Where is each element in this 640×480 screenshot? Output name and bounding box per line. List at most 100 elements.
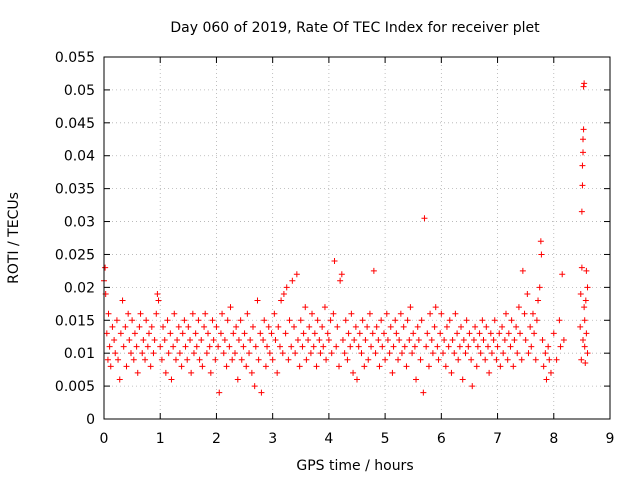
- data-point: [387, 323, 394, 330]
- data-point: [545, 343, 552, 350]
- data-point: [282, 330, 289, 337]
- y-tick-label: 0.025: [55, 247, 95, 263]
- data-point: [418, 317, 425, 324]
- data-point: [215, 343, 222, 350]
- data-point: [432, 304, 439, 311]
- data-point: [115, 356, 122, 363]
- data-point: [291, 323, 298, 330]
- data-point: [479, 317, 486, 324]
- data-point: [424, 330, 431, 337]
- data-point: [524, 290, 531, 297]
- data-point: [537, 238, 544, 245]
- x-tick-label: 3: [268, 431, 277, 447]
- data-point: [158, 356, 165, 363]
- data-point: [336, 363, 343, 370]
- data-point: [392, 317, 399, 324]
- data-point: [248, 369, 255, 376]
- data-point: [508, 317, 515, 324]
- data-point: [539, 337, 546, 344]
- data-point: [299, 343, 306, 350]
- data-point: [389, 369, 396, 376]
- data-point: [140, 337, 147, 344]
- data-point: [293, 271, 300, 278]
- data-point: [210, 337, 217, 344]
- data-point: [583, 267, 590, 274]
- data-point: [581, 343, 588, 350]
- data-point: [423, 343, 430, 350]
- data-point: [142, 356, 149, 363]
- data-point: [359, 317, 366, 324]
- data-point: [217, 330, 224, 337]
- data-point: [579, 162, 586, 169]
- data-point: [443, 323, 450, 330]
- data-point: [445, 343, 452, 350]
- data-point: [154, 290, 161, 297]
- y-tick-label: 0.04: [64, 149, 95, 165]
- data-point: [345, 330, 352, 337]
- data-point: [192, 330, 199, 337]
- data-point: [505, 330, 512, 337]
- data-point: [465, 343, 472, 350]
- x-tick-label: 9: [606, 431, 615, 447]
- data-point: [454, 330, 461, 337]
- data-point: [370, 267, 377, 274]
- data-point: [437, 330, 444, 337]
- data-point: [168, 376, 175, 383]
- data-point: [258, 389, 265, 396]
- data-point: [487, 330, 494, 337]
- data-point: [131, 330, 138, 337]
- data-point: [483, 323, 490, 330]
- data-point: [137, 310, 144, 317]
- data-point: [469, 383, 476, 390]
- y-tick-label: 0.03: [64, 215, 95, 231]
- data-point: [112, 350, 119, 357]
- data-point: [493, 356, 500, 363]
- data-point: [344, 356, 351, 363]
- data-point: [252, 343, 259, 350]
- data-point: [161, 337, 168, 344]
- y-tick-label: 0.05: [64, 83, 95, 99]
- data-point: [511, 337, 518, 344]
- data-point: [237, 317, 244, 324]
- data-point: [368, 343, 375, 350]
- data-point: [390, 343, 397, 350]
- data-point: [352, 323, 359, 330]
- data-point: [397, 310, 404, 317]
- data-point: [178, 363, 185, 370]
- data-point: [440, 350, 447, 357]
- data-point: [106, 343, 113, 350]
- data-point: [358, 350, 365, 357]
- data-point: [306, 323, 313, 330]
- data-point: [366, 310, 373, 317]
- data-point: [324, 330, 331, 337]
- data-point: [406, 337, 413, 344]
- data-point: [580, 126, 587, 133]
- data-point: [226, 343, 233, 350]
- data-point: [125, 310, 132, 317]
- data-point: [533, 317, 540, 324]
- data-point: [130, 356, 137, 363]
- data-point: [501, 337, 508, 344]
- chart-title: Day 060 of 2019, Rate Of TEC Index for r…: [170, 20, 540, 36]
- data-point: [199, 363, 206, 370]
- data-point: [160, 323, 167, 330]
- data-point: [251, 383, 258, 390]
- data-point: [271, 310, 278, 317]
- data-point: [117, 330, 124, 337]
- data-point: [254, 297, 261, 304]
- data-point: [531, 330, 538, 337]
- data-point: [376, 363, 383, 370]
- data-point: [105, 310, 112, 317]
- data-point: [356, 330, 363, 337]
- data-point: [266, 350, 273, 357]
- data-point: [139, 350, 146, 357]
- data-point: [578, 208, 585, 215]
- data-point: [449, 337, 456, 344]
- data-point: [401, 343, 408, 350]
- data-point: [175, 323, 182, 330]
- data-point: [305, 337, 312, 344]
- data-point: [362, 337, 369, 344]
- data-point: [494, 343, 501, 350]
- data-point: [446, 317, 453, 324]
- grid-lines: [104, 57, 610, 419]
